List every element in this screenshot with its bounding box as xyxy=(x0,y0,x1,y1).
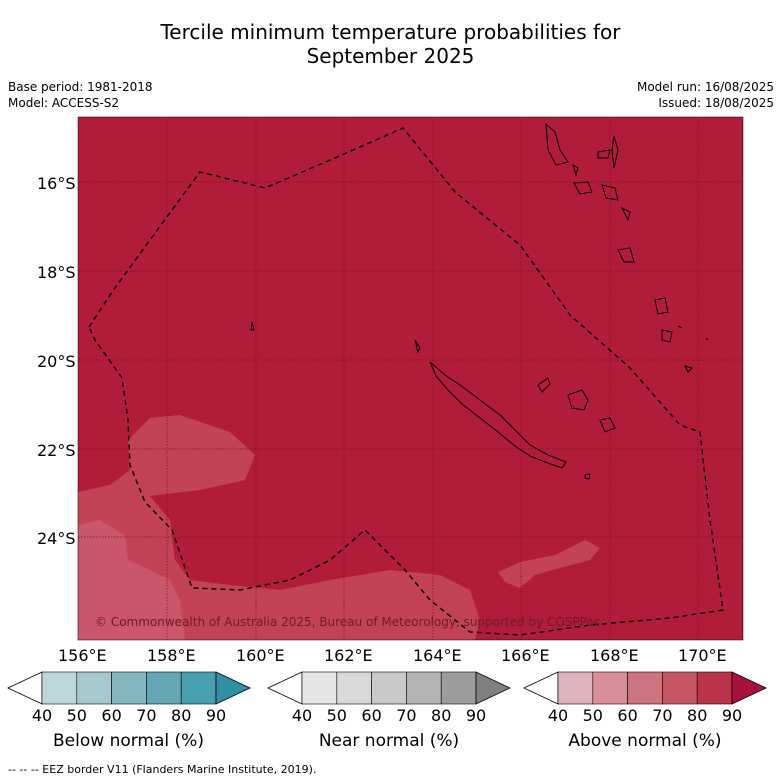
colorbar-above-tick: 60 xyxy=(617,706,637,725)
colorbar-above-tick: 80 xyxy=(687,706,707,725)
lon-tick-162e: 162°E xyxy=(324,646,373,665)
map-prob-region-light xyxy=(78,415,480,640)
colorbar-above-segment xyxy=(557,671,594,705)
colorbar-near-segment xyxy=(440,671,477,705)
colorbar-below-segment xyxy=(180,671,217,705)
title-line-1: Tercile minimum temperature probabilitie… xyxy=(160,20,621,44)
lon-tick-170e: 170°E xyxy=(678,646,727,665)
colorbar-near-segment xyxy=(336,671,372,705)
colorbar-near-segment xyxy=(406,671,442,705)
colorbar-below-extend-high xyxy=(215,671,251,705)
lon-tick-164e: 164°E xyxy=(413,646,462,665)
colorbar-below-segment xyxy=(111,671,147,705)
new-caledonia xyxy=(429,361,567,469)
vanuatu-islands xyxy=(545,122,709,373)
lon-tick-156e: 156°E xyxy=(58,646,107,665)
colorbar-below-tick: 90 xyxy=(206,706,226,725)
eez-footnote: -- -- -- EEZ border V11 (Flanders Marine… xyxy=(8,763,317,776)
lat-tick-16s: 16°S xyxy=(37,174,76,193)
colorbar-near-tick: 60 xyxy=(361,706,381,725)
colorbars: 40 50 60 70 80 90 40 50 60 70 80 90 40 50 60 70 80 90 xyxy=(7,671,767,725)
base-period: Base period: 1981-2018 xyxy=(8,80,153,94)
lat-tick-18s: 18°S xyxy=(37,263,76,282)
map-ocean xyxy=(78,117,743,640)
colorbar-above-tick: 90 xyxy=(722,706,742,725)
colorbar-below-label: Below normal (%) xyxy=(53,731,204,751)
colorbar-near-extend-low xyxy=(267,671,303,705)
lon-tick-160e: 160°E xyxy=(236,646,285,665)
lon-tick-158e: 158°E xyxy=(147,646,196,665)
map-prob-region-lighter xyxy=(78,520,185,640)
colorbar-below-segment xyxy=(76,671,112,705)
colorbar-above-tick: 40 xyxy=(548,706,568,725)
colorbar-below-tick: 40 xyxy=(32,706,52,725)
colorbar-above-segment xyxy=(662,671,698,705)
small-islands xyxy=(250,321,421,354)
colorbar-above-tick: 50 xyxy=(583,706,603,725)
colorbar-near-tick: 40 xyxy=(292,706,312,725)
colorbar-below-tick: 80 xyxy=(171,706,191,725)
map-gridlines xyxy=(78,117,743,640)
title-line-2: September 2025 xyxy=(306,44,475,68)
colorbar-near-segment xyxy=(371,671,407,705)
lon-tick-166e: 166°E xyxy=(501,646,550,665)
colorbar-below-extend-low xyxy=(7,671,43,705)
colorbar-below-tick: 70 xyxy=(136,706,156,725)
colorbar-below-tick: 50 xyxy=(67,706,87,725)
model-run: Model run: 16/08/2025 xyxy=(636,80,774,94)
colorbar-above-extend-low xyxy=(523,671,559,705)
colorbar-above-segment xyxy=(592,671,628,705)
lon-tick-168e: 168°E xyxy=(590,646,639,665)
colorbar-near-extend-high xyxy=(475,671,511,705)
colorbar-near-tick: 50 xyxy=(327,706,347,725)
copyright-text: © Commonwealth of Australia 2025, Bureau… xyxy=(95,615,600,629)
colorbar-below-segment xyxy=(41,671,78,705)
loyalty-islands xyxy=(537,377,616,480)
colorbar-near-tick: 80 xyxy=(431,706,451,725)
colorbar-above-segment xyxy=(627,671,663,705)
eez-border xyxy=(88,127,724,636)
colorbar-above-tick: 70 xyxy=(652,706,672,725)
colorbar-above-label: Above normal (%) xyxy=(568,731,722,751)
colorbar-near-tick: 70 xyxy=(396,706,416,725)
colorbar-below-segment xyxy=(146,671,182,705)
lat-tick-24s: 24°S xyxy=(37,529,76,548)
colorbar-above-extend-high xyxy=(731,671,767,705)
lat-tick-20s: 20°S xyxy=(37,352,76,371)
map-prob-region-east xyxy=(498,540,600,588)
colorbar-near-segment xyxy=(301,671,338,705)
model-name: Model: ACCESS-S2 xyxy=(8,96,120,110)
colorbar-below-tick: 60 xyxy=(101,706,121,725)
issued-date: Issued: 18/08/2025 xyxy=(658,96,774,110)
colorbar-above-segment xyxy=(696,671,733,705)
colorbar-near-tick: 90 xyxy=(466,706,486,725)
lat-tick-22s: 22°S xyxy=(37,441,76,460)
colorbar-near-label: Near normal (%) xyxy=(318,731,460,751)
